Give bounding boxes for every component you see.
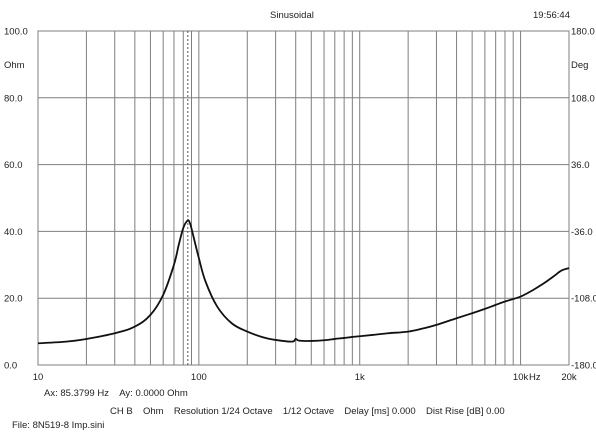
y-tick-label: 20.0 — [4, 294, 23, 305]
impedance-curve — [37, 219, 570, 345]
x-unit-label: Hz — [529, 372, 541, 383]
y2-tick-label: -180.0 — [571, 361, 596, 372]
plot-frame — [37, 30, 570, 366]
x-tick-label: 10k — [513, 372, 529, 383]
tick-labels: 0.0 20.0 40.0 60.0 80.0 100.0 -180.0 -108.0 -36.… — [4, 27, 596, 384]
file-name: File: 8N519-8 Imp.sini — [12, 420, 105, 431]
channel-label: CH B — [110, 406, 133, 417]
y2-tick-label: -108.0 — [571, 294, 596, 305]
right-unit-label: Deg — [571, 60, 588, 71]
chart-title: Sinusoidal — [270, 10, 314, 21]
y-tick-label: 40.0 — [4, 227, 23, 238]
y-tick-label: 100.0 — [4, 27, 28, 38]
y-tick-label: 0.0 — [4, 361, 17, 372]
cursor-readout: Ax: 85.3799 Hz Ay: 0.0000 Ohm — [44, 388, 188, 399]
smoothing-label: 1/12 Octave — [282, 406, 335, 417]
cursor-x-value: Ax: 85.3799 Hz — [44, 388, 109, 399]
y2-tick-label: 108.0 — [571, 93, 595, 104]
y2-tick-label: 180.0 — [571, 27, 595, 38]
x-tick-label: 20k — [561, 372, 577, 383]
y-tick-label: 80.0 — [4, 93, 23, 104]
y-tick-label: 60.0 — [4, 160, 23, 171]
y2-tick-label: -36.0 — [571, 227, 593, 238]
dist-rise-label: Dist Rise [dB] 0.00 — [426, 406, 505, 417]
cursor-y-value: Ay: 0.0000 Ohm — [119, 388, 188, 399]
left-unit-label: Ohm — [4, 60, 25, 71]
timestamp: 19:56:44 — [533, 10, 570, 21]
delay-label: Delay [ms] 0.000 — [344, 406, 416, 417]
unit-label: Ohm — [142, 406, 164, 417]
resolution-label: Resolution 1/24 Octave — [173, 406, 273, 417]
y2-tick-label: 36.0 — [571, 160, 590, 171]
x-tick-label: 1k — [355, 372, 365, 383]
grid — [38, 30, 569, 366]
x-tick-label: 100 — [191, 372, 207, 383]
x-tick-label: 10 — [33, 372, 44, 383]
settings-bar: CH B Ohm Resolution 1/24 Octave 1/12 Oct… — [110, 406, 505, 417]
